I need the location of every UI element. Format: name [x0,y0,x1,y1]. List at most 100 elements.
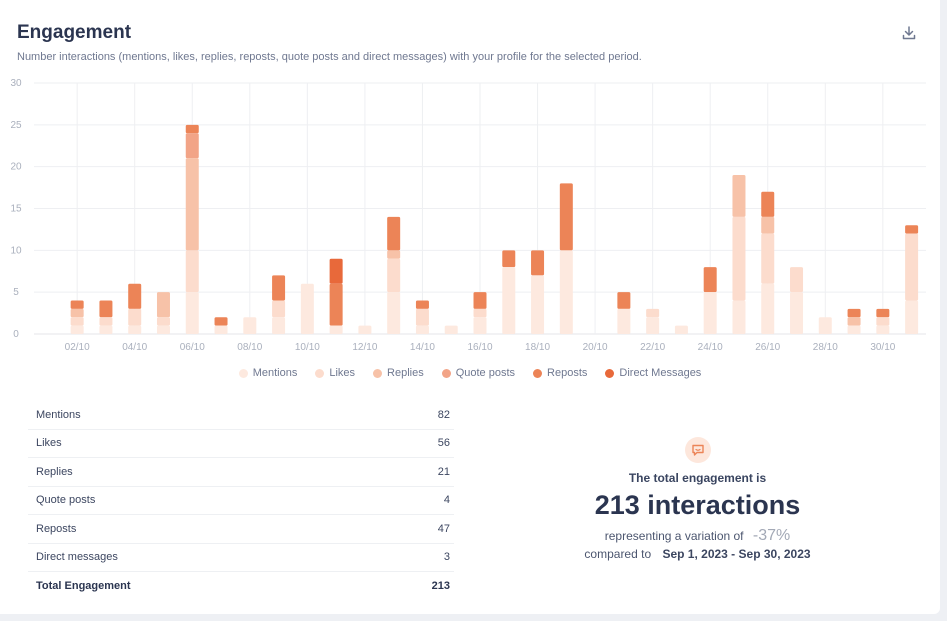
legend-item-reposts[interactable]: Reposts [533,367,587,379]
legend-swatch-mentions [238,368,248,378]
legend-label: Direct Messages [619,367,702,379]
legend-label: Replies [387,367,424,379]
bar-likes [790,267,804,293]
bar-reposts [70,300,84,309]
x-tick-label: 06/10 [180,342,205,353]
bar-mentions [272,317,286,334]
bar-mentions [617,308,631,334]
stats-value: 47 [437,522,450,535]
x-tick-label: 16/10 [467,342,492,353]
download-button[interactable] [898,22,920,44]
stats-row-direct-messages: Direct messages 3 [28,544,454,572]
engagement-summary: The total engagement is 213 interactions… [540,437,855,561]
download-icon [902,26,916,40]
bar-mentions [905,300,919,334]
bar-mentions [358,325,372,334]
bar-mentions [818,317,832,334]
bar-reposts [559,183,573,251]
bar-likes [99,317,113,326]
bar-reposts [128,283,142,309]
legend-label: Quote posts [455,367,516,379]
bar-mentions [531,275,545,334]
bar-reposts [185,124,199,134]
legend-swatch-direct-messages [605,368,615,378]
legend-label: Likes [329,367,356,379]
y-tick-label: 30 [10,78,22,89]
legend-swatch-likes [315,368,325,378]
page-subtitle: Number interactions (mentions, likes, re… [17,51,642,63]
stats-total-label: Total Engagement [36,579,131,592]
legend-swatch-quote-posts [441,368,451,378]
bar-replies [387,250,401,259]
bar-likes [156,317,170,326]
stats-value: 21 [437,465,450,478]
stats-label: Direct messages [36,551,118,564]
x-tick-label: 28/10 [813,342,838,353]
bar-mentions [185,292,199,334]
legend-item-mentions[interactable]: Mentions [238,367,298,379]
bar-mentions [847,325,861,334]
x-tick-label: 10/10 [295,342,320,353]
y-tick-label: 0 [13,329,19,340]
bar-likes [732,216,746,301]
legend-item-quote-posts[interactable]: Quote posts [441,367,516,379]
bar-reposts [617,292,631,309]
y-tick-label: 15 [10,204,22,215]
bar-mentions [559,250,573,334]
stats-row-reposts: Reposts 47 [28,515,454,544]
stats-label: Reposts [36,522,77,535]
bar-mentions [214,325,228,334]
y-tick-label: 25 [10,120,22,131]
stats-value: 56 [437,437,450,450]
legend-item-direct-messages[interactable]: Direct Messages [605,367,701,379]
stats-label: Likes [36,437,62,450]
bar-reposts [387,216,401,251]
legend-item-likes[interactable]: Likes [315,367,355,379]
bar-replies [70,308,84,318]
bar-mentions [99,325,113,334]
x-tick-label: 12/10 [352,342,377,353]
bar-reposts [329,283,343,326]
bar-replies [156,292,170,318]
bar-reposts [531,250,545,276]
summary-compared-line: compared to Sep 1, 2023 - Sep 30, 2023 [540,547,855,561]
legend-item-replies[interactable]: Replies [373,367,424,379]
stats-row-mentions: Mentions 82 [28,401,454,430]
bar-mentions [128,325,142,334]
bar-likes [761,233,775,284]
chart-legend: Mentions Likes Replies Quote posts Repos… [0,367,940,379]
bar-replies [847,317,861,326]
bar-likes [473,308,487,318]
stats-label: Replies [36,465,73,478]
x-tick-label: 08/10 [237,342,262,353]
summary-period: Sep 1, 2023 - Sep 30, 2023 [662,547,811,561]
page-title: Engagement [17,22,132,43]
stats-total-value: 213 [431,579,450,592]
bar-reposts [502,250,516,268]
stats-row-likes: Likes 56 [28,430,454,458]
bar-reposts [415,300,429,309]
bar-mentions [243,317,257,334]
bar-likes [70,317,84,326]
stats-value: 82 [437,408,450,421]
bar-mentions [790,292,804,334]
bar-reposts [703,267,717,293]
summary-compared: compared to [584,547,652,561]
stats-label: Quote posts [36,494,96,507]
legend-label: Mentions [252,367,298,379]
x-tick-label: 24/10 [698,342,723,353]
stats-value: 3 [443,551,450,564]
bar-likes [128,308,142,326]
legend-swatch-reposts [533,368,543,378]
bar-likes [387,258,401,293]
x-tick-label: 02/10 [65,342,90,353]
x-tick-label: 04/10 [122,342,147,353]
chat-bubble-icon [691,444,704,456]
summary-count: 213 interactions [594,490,801,520]
bar-mentions [703,292,717,334]
bar-reposts [99,300,113,318]
bar-replies [761,216,775,234]
bar-mentions [415,325,429,334]
bar-likes [646,308,660,318]
